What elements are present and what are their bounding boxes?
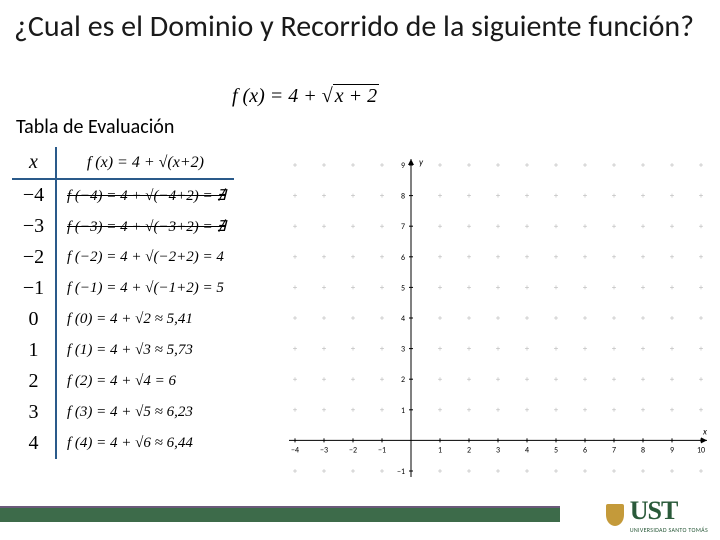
cell-x: 0 bbox=[12, 304, 56, 335]
evaluation-table: x f (x) = 4 + √(x+2) −4f (−4) = 4 + √(−4… bbox=[12, 147, 234, 459]
cell-x: −4 bbox=[12, 179, 56, 211]
cell-x: 2 bbox=[12, 366, 56, 397]
svg-text:8: 8 bbox=[641, 445, 645, 455]
table-row: 4f (4) = 4 + √6 ≈ 6,44 bbox=[12, 428, 234, 459]
cell-fx: f (1) = 4 + √3 ≈ 5,73 bbox=[56, 335, 234, 366]
cell-fx: f (3) = 4 + √5 ≈ 6,23 bbox=[56, 397, 234, 428]
svg-text:7: 7 bbox=[401, 222, 405, 232]
table-body: −4f (−4) = 4 + √(−4+2) = ∄−3f (−3) = 4 +… bbox=[12, 179, 234, 459]
logo: UST UNIVERSIDAD SANTO TOMÁS bbox=[606, 496, 708, 534]
cell-x: −2 bbox=[12, 242, 56, 273]
table-row: 3f (3) = 4 + √5 ≈ 6,23 bbox=[12, 397, 234, 428]
col-x-header: x bbox=[12, 147, 56, 179]
formula-eq: = bbox=[270, 85, 284, 107]
table-row: 2f (2) = 4 + √4 = 6 bbox=[12, 366, 234, 397]
logo-text: UST bbox=[630, 496, 708, 526]
svg-text:6: 6 bbox=[401, 253, 405, 263]
table-row: −3f (−3) = 4 + √(−3+2) = ∄ bbox=[12, 211, 234, 242]
logo-subtitle: UNIVERSIDAD SANTO TOMÁS bbox=[630, 526, 708, 534]
cell-fx: f (−2) = 4 + √(−2+2) = 4 bbox=[56, 242, 234, 273]
table-row: 0f (0) = 4 + √2 ≈ 5,41 bbox=[12, 304, 234, 335]
col-fx-header: f (x) = 4 + √(x+2) bbox=[56, 147, 234, 179]
cell-fx: f (2) = 4 + √4 = 6 bbox=[56, 366, 234, 397]
svg-text:y: y bbox=[419, 157, 424, 168]
svg-text:−4: −4 bbox=[291, 445, 299, 455]
svg-text:4: 4 bbox=[525, 445, 529, 455]
svg-text:−3: −3 bbox=[320, 445, 328, 455]
svg-text:5: 5 bbox=[554, 445, 558, 455]
svg-text:−1: −1 bbox=[378, 445, 386, 455]
table-row: −2f (−2) = 4 + √(−2+2) = 4 bbox=[12, 242, 234, 273]
cell-x: 4 bbox=[12, 428, 56, 459]
svg-text:1: 1 bbox=[438, 445, 442, 455]
svg-text:10: 10 bbox=[697, 445, 705, 455]
sqrt-icon: √x + 2 bbox=[322, 85, 379, 108]
cell-fx: f (−4) = 4 + √(−4+2) = ∄ bbox=[56, 179, 234, 211]
table-caption: Tabla de Evaluación bbox=[16, 115, 174, 139]
cell-fx: f (−3) = 4 + √(−3+2) = ∄ bbox=[56, 211, 234, 242]
cell-fx: f (4) = 4 + √6 ≈ 6,44 bbox=[56, 428, 234, 459]
slide-title: ¿Cual es el Dominio y Recorrido de la si… bbox=[0, 0, 720, 51]
cell-x: −1 bbox=[12, 273, 56, 304]
cell-x: 3 bbox=[12, 397, 56, 428]
svg-text:4: 4 bbox=[401, 314, 405, 324]
formula-lhs: f (x) bbox=[232, 85, 265, 107]
svg-text:9: 9 bbox=[670, 445, 674, 455]
svg-text:2: 2 bbox=[401, 375, 405, 385]
svg-text:8: 8 bbox=[401, 192, 405, 202]
svg-text:9: 9 bbox=[401, 161, 405, 171]
footer-bar bbox=[0, 506, 560, 522]
svg-text:6: 6 bbox=[583, 445, 587, 455]
svg-text:x: x bbox=[702, 426, 707, 437]
svg-text:5: 5 bbox=[401, 283, 405, 293]
svg-text:7: 7 bbox=[612, 445, 616, 455]
cell-fx: f (−1) = 4 + √(−1+2) = 5 bbox=[56, 273, 234, 304]
table-row: 1f (1) = 4 + √3 ≈ 5,73 bbox=[12, 335, 234, 366]
svg-text:1: 1 bbox=[401, 406, 405, 416]
svg-text:3: 3 bbox=[401, 345, 405, 355]
svg-text:−1: −1 bbox=[397, 467, 405, 477]
svg-text:2: 2 bbox=[467, 445, 471, 455]
cell-x: 1 bbox=[12, 335, 56, 366]
main-formula: f (x) = 4 + √x + 2 bbox=[232, 85, 379, 108]
cell-fx: f (0) = 4 + √2 ≈ 5,41 bbox=[56, 304, 234, 335]
svg-text:3: 3 bbox=[496, 445, 500, 455]
cell-x: −3 bbox=[12, 211, 56, 242]
logo-shield-icon bbox=[606, 504, 624, 526]
table-row: −4f (−4) = 4 + √(−4+2) = ∄ bbox=[12, 179, 234, 211]
coordinate-chart: −4 −3 −2 −1 1 2 3 4 5 6 7 8 9 10 −1 1 2 3 4 5 6 7 8 9 y x bbox=[275, 155, 715, 495]
formula-const: 4 + bbox=[288, 85, 317, 107]
svg-text:−2: −2 bbox=[349, 445, 357, 455]
table-row: −1f (−1) = 4 + √(−1+2) = 5 bbox=[12, 273, 234, 304]
